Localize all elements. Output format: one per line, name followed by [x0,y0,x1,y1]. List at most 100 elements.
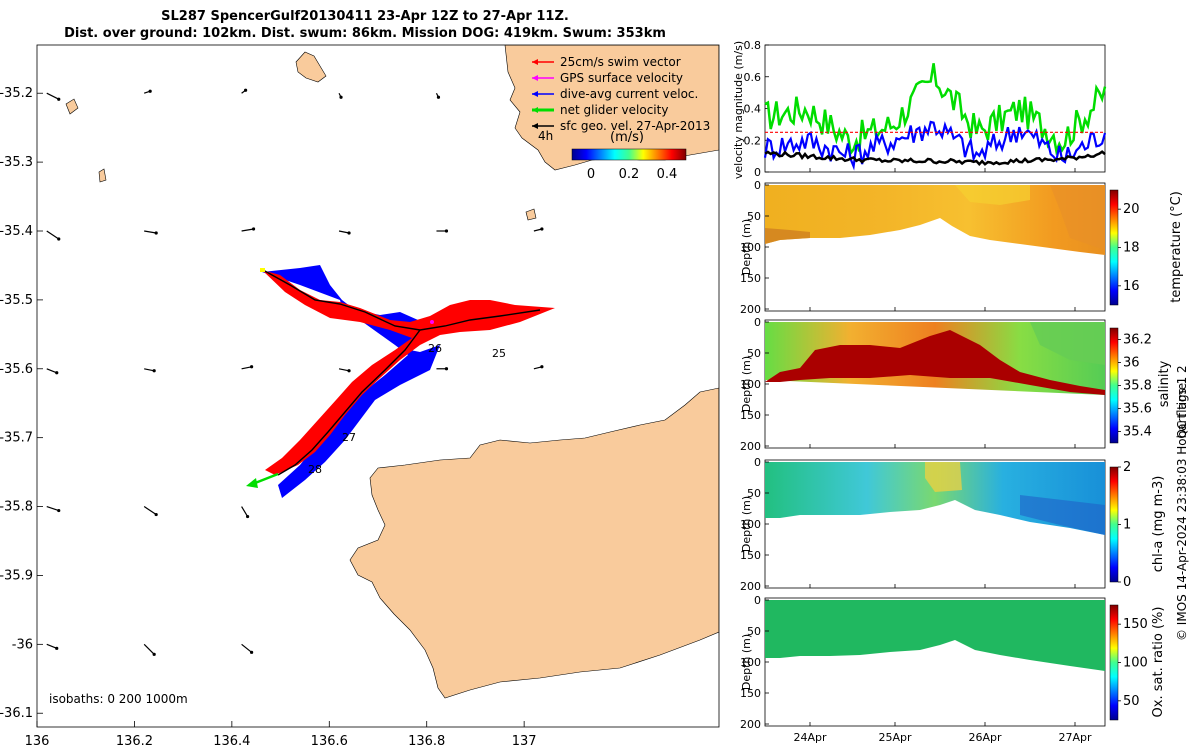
colorbar-tick-label: 100 [1123,656,1148,671]
geo-velocity-arrow [46,92,60,100]
day-label-26: 26 [428,342,442,355]
land-yorke-peninsula [504,45,719,171]
legend-label: net glider velocity [560,103,668,117]
geo-velocity-arrow [338,368,350,372]
map-xtick-label: 137 [512,734,537,749]
velocity-panel: 0 0.2 0.4 0.6 0.8 velocity magnitude (m/s) [732,39,1107,179]
chla-section [765,462,1105,535]
velocity-ytick-label: 0.8 [744,39,762,52]
colorbar-tick-label: 36 [1123,356,1140,371]
geo-velocity-arrowhead [347,369,351,373]
depth-tick-label: 0 [754,594,761,607]
colorbar-tick-label: 16 [1123,279,1140,294]
map-xtick-label: 136.2 [116,734,153,749]
geo-velocity-arrowhead [540,365,544,369]
chla-panel: Depth (m) chl-a (mg m-3) [740,459,1166,589]
map-x-ticks: 136 136.2 136.4 136.6 136.8 137 [25,721,537,749]
oxygen-section [765,600,1105,671]
velocity-series-line [763,120,1107,171]
geo-velocity-arrowhead [57,97,61,101]
depth-tick-label: 50 [747,210,761,223]
land-islet-4 [98,168,107,183]
depth-tick-label: 100 [740,656,761,669]
geo-velocity-arrowhead [347,231,351,235]
figure-title-line2: Dist. over ground: 102km. Dist. swum: 86… [64,26,666,41]
velocity-series-line [764,150,1106,167]
colorbar-tick-label: 36.2 [1123,333,1152,348]
map-ytick-label: -35.7 [0,431,33,446]
glider-track-line [262,269,541,331]
colorbar-units: (m/s) [610,130,644,145]
geo-velocity-arrow [46,505,59,512]
depth-tick-label: 0 [754,316,761,329]
temperature-warm-patch [955,185,1030,205]
salinity-cblabel: salinity [1157,360,1172,407]
depth-tick-label: 200 [740,440,761,453]
geo-velocity-arrowhead [252,227,256,231]
scale-label: 4h [538,129,553,143]
legend-arrowhead [532,123,538,129]
legend-label: GPS surface velocity [560,71,683,85]
land-kangaroo-island [349,387,719,699]
velocity-ytick-label: 0.4 [744,103,762,116]
temperature-panel: Depth (m) temperature (°C) [740,182,1184,312]
depth-tick-label: 50 [747,347,761,360]
chla-deep-band [1020,495,1105,535]
depth-tick-label: 150 [740,687,761,700]
geo-velocity-arrow [241,228,254,232]
salinity-ylabel: Depth (m) [740,356,753,412]
velocity-ytick-label: 0.6 [744,71,762,84]
legend-arrowhead [532,75,538,81]
map-ytick-label: -36.1 [0,706,33,721]
depth-tick-label: 0 [754,456,761,469]
geo-velocity-arrowhead [57,508,61,513]
depth-tick-label: 50 [747,487,761,500]
map-ytick-label: -36 [12,637,33,652]
map-legend: 25cm/s swim vector GPS surface velocity di… [532,55,710,182]
temperature-section [765,185,1105,255]
depth-tick-label: 200 [740,303,761,316]
colorbar-tick-label: 35.8 [1123,379,1152,394]
geo-velocity-arrowhead [250,365,254,369]
temperature-deep-band [765,228,810,244]
geo-velocity-arrow [338,230,350,234]
geo-velocity-arrowhead [436,95,441,99]
geo-velocity-arrowhead [250,650,254,654]
map-ytick-label: -35.4 [0,224,33,239]
sfc-geo-velocity-arrows [46,88,544,656]
legend-label: sfc geo. vel. 27-Apr-2013 [560,119,710,133]
depth-tick-label: 100 [740,378,761,391]
colorbar-tick-label: 1 [1123,518,1131,533]
time-tick-label: 26Apr [968,731,1002,744]
map-xtick-label: 136 [25,734,50,749]
day-label-28: 28 [308,463,322,476]
salinity-section-green [1030,322,1105,365]
chla-cblabel: chl-a (mg m-3) [1151,476,1166,573]
time-tick-label: 27Apr [1058,731,1092,744]
glider-track: 25 26 27 28 [246,265,555,498]
glider-track-line-south [277,329,421,476]
qc-flags-label: QC flags 1 2 [1175,365,1189,438]
speed-colorbar-tick: 0 [587,167,595,182]
salinity-section-high [765,330,1105,395]
geo-velocity-arrowhead [148,89,152,93]
geo-velocity-arrowhead [152,652,156,656]
map-ytick-label: -35.9 [0,568,33,583]
geo-velocity-arrow [46,643,57,649]
geo-velocity-arrow [241,366,252,370]
colorbar-tick-label: 2 [1123,460,1131,475]
geo-velocity-arrowhead [444,229,449,233]
salinity-panel: Depth (m) salinity QC flags 1 2 [740,319,1189,449]
geo-velocity-arrowhead [154,512,158,517]
geo-velocity-arrow [241,643,252,653]
map-panel: 25 26 27 28 136 136.2 136.4 136.6 136.8 137 -… [0,44,720,749]
geo-velocity-arrowhead [444,367,449,371]
colorbar-tick-label: 18 [1123,241,1140,256]
map-ytick-label: -35.6 [0,362,33,377]
oxygen-ylabel: Depth (m) [740,634,753,690]
geo-velocity-arrowhead [152,369,156,373]
colorbar-tick-label: 0 [1123,575,1131,590]
speed-colorbar-tick: 0.4 [657,167,678,182]
colorbar-tick-label: 35.4 [1123,425,1152,440]
geo-velocity-arrow [143,643,155,655]
